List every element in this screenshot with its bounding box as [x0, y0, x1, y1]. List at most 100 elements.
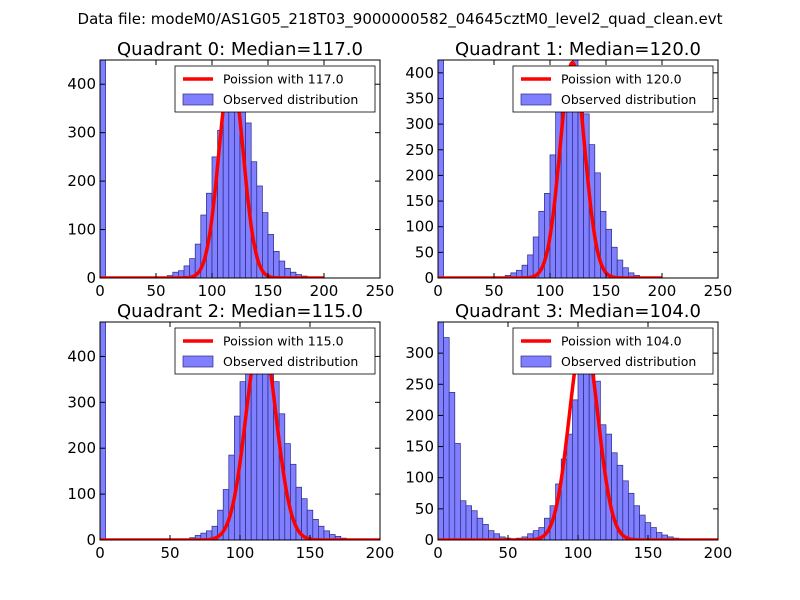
legend-0: Poission with 117.0 Observed distribution	[174, 65, 376, 113]
x-tick-label: 150	[634, 544, 663, 562]
x-tick-label: 50	[146, 282, 165, 300]
y-tick-label: 350	[405, 89, 434, 107]
histogram-bar	[100, 322, 106, 540]
x-tick-label: 200	[366, 544, 395, 562]
x-tick-label: 250	[366, 282, 395, 300]
histogram-bar	[566, 90, 573, 278]
histogram-bar	[566, 433, 573, 540]
y-tick-label: 0	[86, 269, 96, 287]
y-tick-label: 200	[67, 172, 96, 190]
x-tick-label: 150	[254, 282, 283, 300]
histogram-bar	[639, 514, 646, 540]
histogram-bar	[262, 212, 269, 278]
axes-frame-0	[99, 59, 381, 279]
legend-bars-label: Observed distribution	[223, 92, 358, 107]
y-tick-label: 200	[405, 166, 434, 184]
x-tick-label: 100	[536, 282, 565, 300]
y-tick-label: 400	[405, 64, 434, 82]
histogram-bar	[460, 500, 467, 540]
x-tick-label: 200	[648, 282, 677, 300]
subplot-title: Quadrant 2: Median=115.0	[117, 301, 363, 322]
legend-bars-label: Observed distribution	[561, 354, 696, 369]
histogram-bar	[454, 443, 461, 540]
histogram-bar	[650, 527, 657, 540]
subplot-0: 0 50 100 150 200 250 0 100 200 300 400 Quadrant 0: …	[67, 39, 394, 300]
legend-curve-label: Poission with 120.0	[561, 72, 682, 87]
y-tick-label: 200	[67, 439, 96, 457]
legend-bars-swatch	[520, 93, 552, 106]
x-tick-label: 200	[310, 282, 339, 300]
x-tick-label: 50	[498, 544, 517, 562]
x-tick-label: 0	[95, 282, 105, 300]
legend-1: Poission with 120.0 Observed distribution	[512, 65, 714, 113]
subplot-title: Quadrant 0: Median=117.0	[117, 39, 363, 60]
y-tick-label: 0	[424, 531, 434, 549]
histogram-bar	[250, 353, 258, 540]
legend-bars-swatch	[182, 93, 214, 106]
legend-curve-label: Poission with 104.0	[561, 334, 682, 349]
y-tick-label: 100	[405, 469, 434, 487]
y-tick-label: 150	[405, 192, 434, 210]
axes-frame-1	[437, 59, 719, 279]
subplot-3: 0 50 100 150 200 0 50 100 150 200 250 300 Quadrant 3…	[405, 301, 732, 562]
x-tick-label: 0	[95, 544, 105, 562]
y-tick-label: 0	[424, 269, 434, 287]
histogram-bar	[438, 322, 444, 540]
histogram-bar	[583, 362, 590, 540]
legend-2: Poission with 115.0 Observed distribution	[174, 327, 376, 375]
histogram-bar	[482, 524, 489, 540]
histogram-bar	[438, 60, 444, 278]
legend-bars-swatch	[520, 355, 552, 368]
legend-bars-label: Observed distribution	[561, 92, 696, 107]
histogram-bars-2	[100, 322, 347, 540]
histogram-bar	[572, 399, 579, 540]
y-tick-label: 150	[405, 438, 434, 456]
legend-bars-label: Observed distribution	[223, 354, 358, 369]
histogram-bar	[312, 518, 319, 540]
histogram-bar	[605, 228, 612, 278]
y-tick-label: 300	[67, 393, 96, 411]
y-tick-label: 0	[86, 531, 96, 549]
y-tick-label: 250	[405, 141, 434, 159]
histogram-bar	[577, 355, 584, 540]
histogram-bar	[318, 525, 325, 540]
poisson-curve-0	[100, 67, 325, 278]
y-tick-label: 300	[67, 124, 96, 142]
y-tick-label: 200	[405, 406, 434, 424]
x-tick-label: 0	[433, 282, 443, 300]
histogram-bar	[273, 251, 280, 278]
y-tick-label: 300	[405, 115, 434, 133]
x-tick-label: 150	[296, 544, 325, 562]
histogram-bar	[633, 505, 640, 540]
histogram-bar	[628, 492, 635, 540]
histogram-bar	[267, 234, 274, 278]
poisson-curve-1	[438, 60, 663, 278]
histogram-bar	[256, 351, 263, 540]
subplot-title: Quadrant 3: Median=104.0	[455, 301, 701, 322]
histogram-bar	[222, 100, 230, 278]
y-tick-label: 250	[405, 375, 434, 393]
histogram-bar	[616, 259, 624, 278]
histogram-bar	[278, 260, 286, 278]
x-tick-label: 100	[564, 544, 593, 562]
histogram-bar	[527, 254, 534, 278]
y-tick-label: 400	[67, 75, 96, 93]
y-tick-label: 100	[405, 218, 434, 236]
histogram-bar	[611, 246, 618, 278]
subplot-title: Quadrant 1: Median=120.0	[455, 39, 701, 60]
histogram-bar	[100, 60, 106, 278]
figure-suptitle: Data file: modeM0/AS1G05_218T03_90000005…	[78, 10, 723, 29]
y-tick-label: 300	[405, 344, 434, 362]
x-tick-label: 200	[704, 544, 733, 562]
legend-curve-label: Poission with 117.0	[223, 72, 344, 87]
legend-bars-swatch	[182, 355, 214, 368]
subplot-1: 0 50 100 150 200 250 0 50 100 150 200 250 300 350 400 Q…	[405, 39, 732, 300]
x-tick-label: 100	[226, 544, 255, 562]
y-tick-label: 100	[67, 221, 96, 239]
x-tick-label: 0	[433, 544, 443, 562]
histogram-bar	[476, 517, 484, 540]
histogram-bar	[465, 505, 472, 540]
legend-curve-label: Poission with 115.0	[223, 334, 344, 349]
x-tick-label: 50	[160, 544, 179, 562]
